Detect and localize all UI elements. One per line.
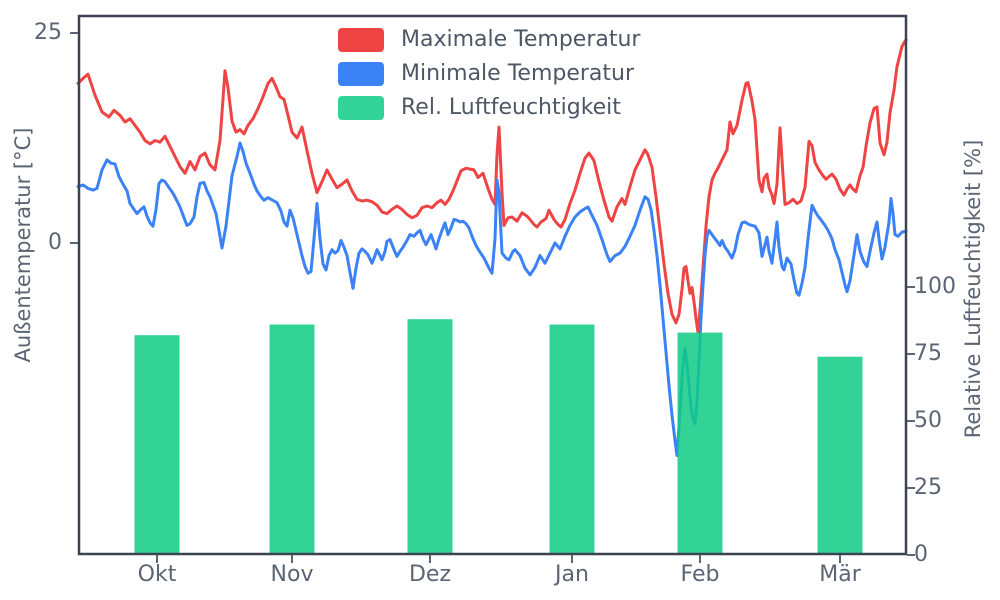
right-tick-label: 0 xyxy=(914,542,928,567)
humidity-bar-Mär xyxy=(817,356,863,555)
left-tick-label: 25 xyxy=(34,20,62,45)
x-tick-label-Mär: Mär xyxy=(819,562,861,587)
right-tick-label: 25 xyxy=(914,475,942,500)
humidity-swatch xyxy=(338,95,384,120)
legend-label: Rel. Luftfeuchtigkeit xyxy=(401,95,621,120)
x-tick-label-Dez: Dez xyxy=(408,562,452,587)
min-temperature-swatch xyxy=(338,61,384,86)
x-tick-label-Feb: Feb xyxy=(680,562,720,587)
max-temperature-swatch xyxy=(338,27,384,52)
x-tick-label-Jan: Jan xyxy=(555,562,589,587)
legend-label: Maximale Temperatur xyxy=(401,27,641,52)
x-tick-label-Okt: Okt xyxy=(137,562,177,587)
x-tick-label-Nov: Nov xyxy=(270,562,314,587)
left-axis-label: Außentemperatur [°C] xyxy=(11,127,35,363)
humidity-bar-Okt xyxy=(134,335,180,555)
right-tick-label: 50 xyxy=(914,408,942,433)
plot-border xyxy=(77,14,908,556)
legend-item-max-temperature: Maximale Temperatur xyxy=(338,27,640,52)
humidity-bar-Feb xyxy=(677,332,723,555)
left-tick-label: 0 xyxy=(48,230,62,255)
series-line-max-temperature xyxy=(76,38,908,334)
legend-label: Minimale Temperatur xyxy=(401,61,635,86)
humidity-bar-Dez xyxy=(407,319,453,555)
humidity-bar-Nov xyxy=(269,324,315,555)
legend-item-humidity: Rel. Luftfeuchtigkeit xyxy=(338,95,640,120)
right-tick-label: 75 xyxy=(914,341,942,366)
humidity-bar-Jan xyxy=(549,324,595,555)
legend: Maximale Temperatur Minimale Temperatur … xyxy=(338,27,640,120)
legend-item-min-temperature: Minimale Temperatur xyxy=(338,61,640,86)
series-line-min-temperature xyxy=(76,141,908,457)
right-tick-label: 100 xyxy=(914,274,956,299)
